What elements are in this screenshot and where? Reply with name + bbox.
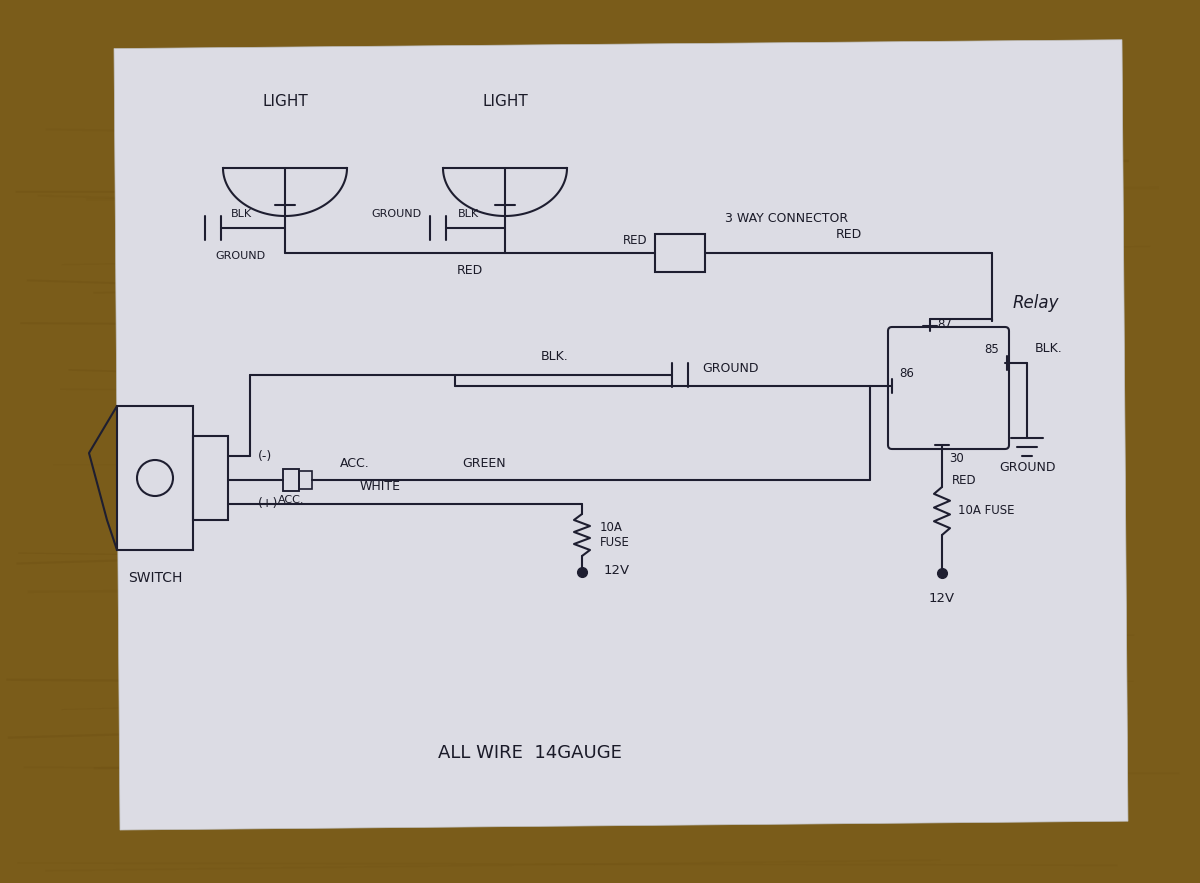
- Text: RED: RED: [623, 233, 647, 246]
- Bar: [193, 436, 228, 520]
- Text: BLK.: BLK.: [1036, 343, 1063, 356]
- Text: GROUND: GROUND: [372, 209, 422, 219]
- Text: RED: RED: [457, 265, 484, 277]
- Text: ALL WIRE  14GAUGE: ALL WIRE 14GAUGE: [438, 744, 622, 762]
- Text: BLK: BLK: [458, 209, 479, 219]
- Text: RED: RED: [835, 229, 862, 241]
- Text: RED: RED: [952, 473, 977, 487]
- Text: (+): (+): [258, 497, 278, 510]
- Text: GROUND: GROUND: [215, 251, 265, 261]
- Text: ACC.: ACC.: [340, 457, 370, 471]
- Text: LIGHT: LIGHT: [262, 94, 308, 109]
- Bar: [655, 234, 706, 272]
- Text: (-): (-): [258, 449, 272, 463]
- Text: 86: 86: [899, 367, 914, 381]
- Text: 10A
FUSE: 10A FUSE: [600, 521, 630, 549]
- Text: 10A FUSE: 10A FUSE: [958, 504, 1014, 517]
- Text: LIGHT: LIGHT: [482, 94, 528, 109]
- Text: 87: 87: [937, 318, 952, 330]
- Text: 12V: 12V: [604, 563, 630, 577]
- Text: Relay: Relay: [1013, 294, 1060, 312]
- Text: 85: 85: [984, 343, 998, 357]
- Text: 30: 30: [949, 452, 964, 465]
- Bar: [299, 471, 312, 489]
- Text: GREEN: GREEN: [462, 457, 505, 471]
- Text: ACC.: ACC.: [277, 495, 305, 505]
- Text: SWITCH: SWITCH: [128, 571, 182, 585]
- Text: 12V: 12V: [929, 592, 955, 605]
- Text: BLK.: BLK.: [541, 351, 569, 364]
- Text: WHITE: WHITE: [360, 480, 401, 494]
- Text: BLK: BLK: [230, 209, 252, 219]
- Text: GROUND: GROUND: [998, 462, 1055, 474]
- Text: 3 WAY CONNECTOR: 3 WAY CONNECTOR: [725, 212, 848, 224]
- Bar: [118, 406, 193, 550]
- Text: GROUND: GROUND: [702, 363, 758, 375]
- Bar: [283, 469, 299, 491]
- Polygon shape: [114, 40, 1128, 830]
